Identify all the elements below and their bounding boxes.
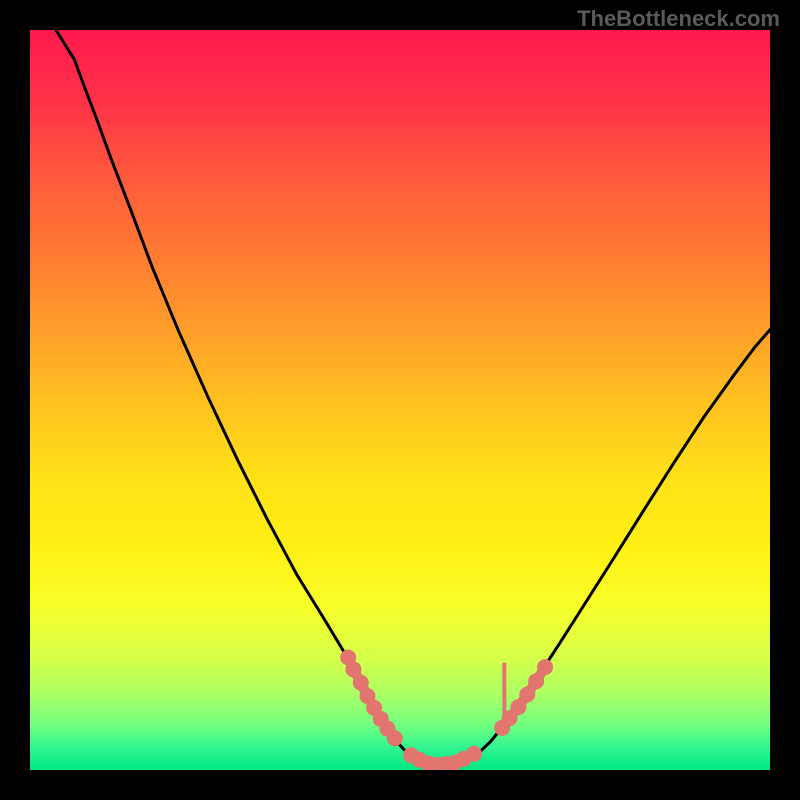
marker-dot	[387, 730, 403, 746]
marker-dot	[528, 673, 544, 689]
marker-dot	[537, 659, 553, 675]
chart-frame: TheBottleneck.com	[0, 0, 800, 800]
plot-background	[30, 30, 770, 770]
plot-svg	[30, 30, 770, 770]
marker-dot	[466, 746, 482, 762]
watermark-text: TheBottleneck.com	[577, 6, 780, 32]
marker-dot	[519, 687, 535, 703]
